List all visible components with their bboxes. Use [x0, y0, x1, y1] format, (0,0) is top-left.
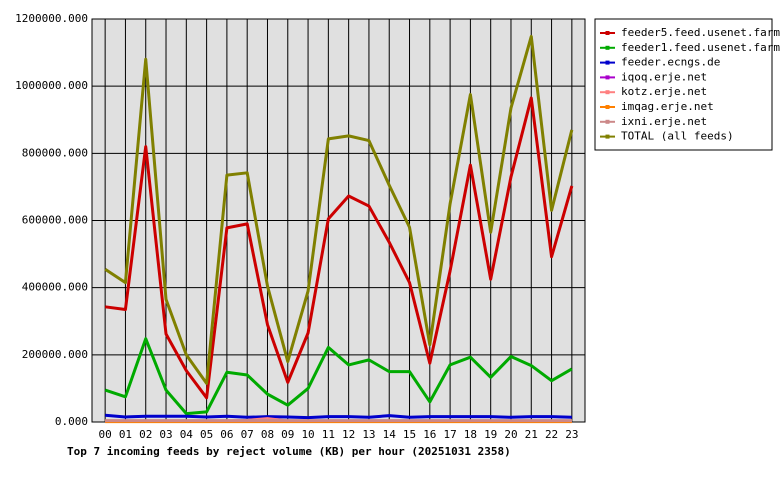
- x-tick-label: 11: [322, 428, 335, 441]
- x-tick-label: 16: [423, 428, 436, 441]
- legend-label: feeder1.feed.usenet.farm: [621, 41, 780, 54]
- x-tick-label: 13: [362, 428, 375, 441]
- series-line: [104, 34, 574, 385]
- y-tick-label: 0.000: [55, 415, 88, 428]
- legend-label: imqag.erje.net: [621, 100, 714, 113]
- x-tick-label: 01: [119, 428, 132, 441]
- x-tick-label: 21: [525, 428, 538, 441]
- x-tick-label: 22: [545, 428, 558, 441]
- x-tick-label: 17: [443, 428, 456, 441]
- chart-title: Top 7 incoming feeds by reject volume (K…: [67, 445, 511, 458]
- x-tick-label: 09: [281, 428, 294, 441]
- legend-label: kotz.erje.net: [621, 85, 707, 98]
- series-line: [105, 413, 572, 420]
- x-tick-label: 08: [261, 428, 274, 441]
- series-line: [104, 337, 573, 416]
- legend-marker: [605, 90, 610, 95]
- legend-label: iqoq.erje.net: [621, 70, 707, 83]
- legend-label: feeder.ecngs.de: [621, 56, 720, 69]
- legend-marker: [605, 134, 610, 139]
- y-tick-label: 1000000.000: [15, 79, 88, 92]
- x-tick-label: 12: [342, 428, 355, 441]
- x-tick-label: 23: [565, 428, 578, 441]
- y-tick-label: 400000.000: [22, 281, 88, 294]
- x-tick-label: 14: [383, 428, 397, 441]
- legend-box: [594, 18, 773, 151]
- x-tick-label: 00: [99, 428, 112, 441]
- legend-marker: [605, 75, 610, 80]
- legend-marker: [605, 105, 610, 109]
- series-line: [104, 96, 574, 400]
- legend-label: TOTAL (all feeds): [621, 130, 734, 143]
- y-tick-label: 1200000.000: [15, 12, 88, 25]
- x-tick-label: 02: [139, 428, 152, 441]
- x-tick-label: 18: [464, 428, 477, 441]
- y-tick-label: 800000.000: [22, 146, 88, 159]
- x-tick-label: 05: [200, 428, 213, 441]
- legend-label: feeder5.feed.usenet.farm: [621, 26, 780, 39]
- x-tick-label: 15: [403, 428, 416, 441]
- x-tick-label: 06: [220, 428, 233, 441]
- y-tick-label: 600000.000: [22, 214, 88, 227]
- x-tick-label: 04: [180, 428, 194, 441]
- legend-marker: [605, 119, 610, 124]
- x-tick-label: 19: [484, 428, 497, 441]
- x-tick-label: 10: [301, 428, 314, 441]
- x-tick-label: 03: [159, 428, 172, 441]
- x-tick-label: 07: [241, 428, 254, 441]
- legend-marker: [605, 45, 610, 50]
- x-tick-label: 20: [504, 428, 517, 441]
- legend-marker: [605, 60, 610, 65]
- legend-marker: [605, 31, 610, 35]
- legend-label: ixni.erje.net: [621, 115, 707, 128]
- y-tick-label: 200000.000: [22, 348, 88, 361]
